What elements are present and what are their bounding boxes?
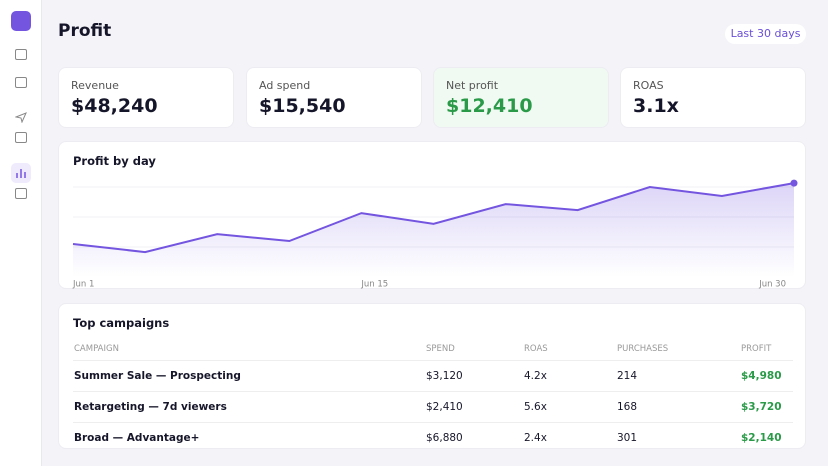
chart-card: Profit by day Jun 1 Jun 15 Jun 30 [58, 141, 806, 290]
table-cell: 214 [616, 360, 740, 392]
table-card: Top campaigns CAMPAIGN SPEND ROAS PURCHASES… [58, 303, 806, 449]
x-tick-label: Jun 1 [72, 280, 94, 290]
x-tick-label: Jun 30 [758, 280, 786, 290]
nav-calendar[interactable] [15, 132, 27, 143]
kpi-label: Revenue [71, 79, 119, 92]
kpi-label: ROAS [633, 79, 664, 92]
table-cell: Summer Sale — Prospecting [73, 360, 425, 392]
chart-title: Profit by day [73, 154, 156, 168]
table-row: Summer Sale — Prospecting $3,120 4.2x 214 $4… [73, 360, 793, 392]
kpi-card: Net profit $12,410 [433, 67, 609, 128]
table-title: Top campaigns [73, 316, 170, 330]
date-range-button[interactable]: Last 30 days [725, 24, 806, 44]
kpi-card: Revenue $48,240 [58, 67, 234, 128]
table-cell: 5.6x [523, 391, 616, 423]
kpi-value: $12,410 [446, 95, 533, 117]
table-cell: Retargeting — 7d viewers [73, 391, 425, 423]
kpi-label: Ad spend [259, 79, 311, 92]
table-cell: $3,720 [740, 391, 793, 423]
kpi-label: Net profit [446, 79, 499, 92]
table-cell: $6,880 [426, 431, 463, 444]
table-cell: $4,980 [740, 360, 793, 392]
nav-mail[interactable] [15, 77, 27, 88]
logo[interactable] [11, 11, 31, 31]
column-header: CAMPAIGN [73, 338, 425, 361]
line [72, 182, 795, 254]
kpi-value: $48,240 [71, 95, 158, 117]
table-cell: $3,120 [425, 360, 523, 392]
column-header: ROAS [523, 338, 616, 361]
kpi-value: $15,540 [259, 95, 346, 117]
table-cell: Broad — Advantage+ [74, 431, 200, 444]
table-cell: $2,140 [741, 431, 782, 444]
table-cell: 4.2x [523, 360, 616, 392]
table-cell: 301 [617, 431, 638, 444]
chart: Jun 1 Jun 15 Jun 30 [72, 179, 798, 290]
table-row: Retargeting — 7d viewers $2,410 5.6x 168 $3,… [73, 391, 793, 423]
x-tick-label: Jun 15 [360, 280, 388, 290]
kpi-card: ROAS 3.1x [620, 67, 806, 128]
end-point [790, 179, 798, 187]
sidebar [0, 0, 42, 466]
column-header: PURCHASES [616, 338, 740, 361]
nav-send[interactable] [14, 108, 27, 124]
column-header: SPEND [425, 338, 523, 361]
table-cell: 2.4x [524, 431, 547, 444]
nav-analytics[interactable] [11, 163, 31, 183]
column-header: PROFIT [740, 338, 793, 361]
page-title: Profit [58, 21, 112, 41]
nav-media[interactable] [15, 188, 27, 199]
kpi-value: 3.1x [633, 95, 679, 117]
area [73, 183, 794, 277]
kpi-card: Ad spend $15,540 [246, 67, 422, 128]
table-row: Broad — Advantage+ $6,880 2.4x 301 $2,140 [73, 422, 793, 453]
campaign-table: CAMPAIGN SPEND ROAS PURCHASES PROFIT Summer S… [73, 338, 793, 453]
table-cell: 168 [616, 391, 740, 423]
table-cell: $2,410 [425, 391, 523, 423]
nav-home[interactable] [15, 49, 27, 60]
